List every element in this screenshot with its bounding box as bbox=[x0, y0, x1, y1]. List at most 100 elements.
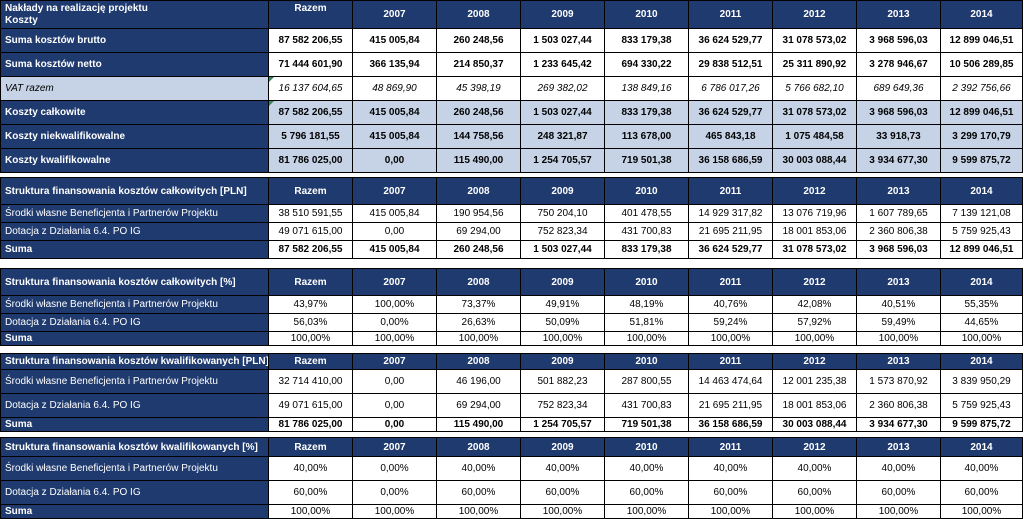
column-header-year: 2012 bbox=[772, 353, 857, 370]
table-cell: 100,00% bbox=[268, 504, 353, 519]
column-header-year: 2007 bbox=[352, 353, 437, 370]
table-cell: 40,00% bbox=[856, 456, 941, 481]
table-cell: 40,00% bbox=[940, 456, 1023, 481]
row-label: Środki własne Beneficjenta i Partnerów P… bbox=[0, 295, 269, 314]
table-cell: 44,65% bbox=[940, 313, 1023, 332]
table-cell: 12 899 046,51 bbox=[940, 240, 1023, 259]
column-header-razem: Razem bbox=[268, 268, 353, 296]
table-cell: 100,00% bbox=[688, 331, 773, 346]
row-label: Dotacja z Działania 6.4. PO IG bbox=[0, 480, 269, 505]
table-cell: 5 759 925,43 bbox=[940, 393, 1023, 418]
column-header-year: 2012 bbox=[772, 0, 857, 29]
table-cell: 45 398,19 bbox=[436, 76, 521, 101]
table-cell: 59,24% bbox=[688, 313, 773, 332]
table-cell: 3 968 596,03 bbox=[856, 28, 941, 53]
table-cell: 40,00% bbox=[520, 456, 605, 481]
table-cell: 40,00% bbox=[268, 456, 353, 481]
table-cell: 415 005,84 bbox=[352, 100, 437, 125]
table-cell: 48 869,90 bbox=[352, 76, 437, 101]
column-header-year: 2011 bbox=[688, 177, 773, 205]
table-cell: 57,92% bbox=[772, 313, 857, 332]
table-cell: 42,08% bbox=[772, 295, 857, 314]
table-cell: 100,00% bbox=[772, 504, 857, 519]
column-header-year: 2009 bbox=[520, 177, 605, 205]
column-header-razem: Razem bbox=[268, 437, 353, 457]
table-cell: 260 248,56 bbox=[436, 240, 521, 259]
column-header-year: 2014 bbox=[940, 353, 1023, 370]
row-label: Suma kosztów brutto bbox=[0, 28, 269, 53]
column-header-year: 2008 bbox=[436, 0, 521, 29]
table-cell: 719 501,38 bbox=[604, 148, 689, 173]
table-cell: 3 934 677,30 bbox=[856, 148, 941, 173]
table-cell: 60,00% bbox=[688, 480, 773, 505]
table-cell: 750 204,10 bbox=[520, 204, 605, 223]
table-cell: 60,00% bbox=[856, 480, 941, 505]
table-cell: 36 158 686,59 bbox=[688, 148, 773, 173]
table-cell: 3 968 596,03 bbox=[856, 100, 941, 125]
table-cell: 36 624 529,77 bbox=[688, 100, 773, 125]
table-row: Suma 87 582 206,55 415 005,84 260 248,56… bbox=[0, 240, 1023, 259]
table-cell: 366 135,94 bbox=[352, 52, 437, 77]
table-cell: 40,51% bbox=[856, 295, 941, 314]
table-cell: 71 444 601,90 bbox=[268, 52, 353, 77]
table-cell: 87 582 206,55 bbox=[268, 28, 353, 53]
row-label: Dotacja z Działania 6.4. PO IG bbox=[0, 393, 269, 418]
table-cell: 60,00% bbox=[940, 480, 1023, 505]
table-cell: 752 823,34 bbox=[520, 222, 605, 241]
table-cell: 100,00% bbox=[940, 504, 1023, 519]
table-cell: 12 001 235,38 bbox=[772, 369, 857, 394]
table-cell: 43,97% bbox=[268, 295, 353, 314]
table-cell: 1 233 645,42 bbox=[520, 52, 605, 77]
table-cell: 0,00 bbox=[352, 369, 437, 394]
table-cell: 51,81% bbox=[604, 313, 689, 332]
column-header-year: 2009 bbox=[520, 0, 605, 29]
column-header-year: 2009 bbox=[520, 437, 605, 457]
table-cell: 113 678,00 bbox=[604, 124, 689, 149]
table-cell: 465 843,18 bbox=[688, 124, 773, 149]
table-cell: 0,00 bbox=[352, 222, 437, 241]
table-row: Suma kosztów netto 71 444 601,90 366 135… bbox=[0, 52, 1023, 77]
table-cell: 100,00% bbox=[604, 504, 689, 519]
table-cell: 3 839 950,29 bbox=[940, 369, 1023, 394]
table-cell: 214 850,37 bbox=[436, 52, 521, 77]
column-header-year: 2012 bbox=[772, 177, 857, 205]
table-cell: 21 695 211,95 bbox=[688, 222, 773, 241]
table-cell: 415 005,84 bbox=[352, 28, 437, 53]
table-cell: 0,00% bbox=[352, 456, 437, 481]
column-header-year: 2014 bbox=[940, 437, 1023, 457]
table-cell: 100,00% bbox=[268, 331, 353, 346]
table-cell: 7 139 121,08 bbox=[940, 204, 1023, 223]
table-cell: 49 071 615,00 bbox=[268, 222, 353, 241]
table-cell: 9 599 875,72 bbox=[940, 417, 1023, 432]
table-cell: 401 478,55 bbox=[604, 204, 689, 223]
table-cell: 2 360 806,38 bbox=[856, 393, 941, 418]
table-cell: 0,00 bbox=[352, 393, 437, 418]
row-label: Środki własne Beneficjenta i Partnerów P… bbox=[0, 204, 269, 223]
table-cell: 46 196,00 bbox=[436, 369, 521, 394]
table-cell: 3 934 677,30 bbox=[856, 417, 941, 432]
table-cell: 14 463 474,64 bbox=[688, 369, 773, 394]
column-header-year: 2008 bbox=[436, 353, 521, 370]
table-cell: 138 849,16 bbox=[604, 76, 689, 101]
table-row: Dotacja z Działania 6.4. PO IG 56,03% 0,… bbox=[0, 313, 1023, 332]
table-cell: 833 179,38 bbox=[604, 28, 689, 53]
column-header-year: 2013 bbox=[856, 353, 941, 370]
table-cell: 431 700,83 bbox=[604, 393, 689, 418]
table-cell: 60,00% bbox=[436, 480, 521, 505]
table-cell: 100,00% bbox=[436, 331, 521, 346]
table-cell: 752 823,34 bbox=[520, 393, 605, 418]
table-cell: 260 248,56 bbox=[436, 100, 521, 125]
table-row: Suma 81 786 025,00 0,00 115 490,00 1 254… bbox=[0, 417, 1023, 432]
column-header-year: 2007 bbox=[352, 437, 437, 457]
table-cell: 30 003 088,44 bbox=[772, 417, 857, 432]
table-cell: 260 248,56 bbox=[436, 28, 521, 53]
table-row: Suma 100,00% 100,00% 100,00% 100,00% 100… bbox=[0, 504, 1023, 519]
table-cell: 13 076 719,96 bbox=[772, 204, 857, 223]
table-cell: 100,00% bbox=[520, 331, 605, 346]
table-cell: 100,00% bbox=[352, 331, 437, 346]
table-cell: 0,00% bbox=[352, 313, 437, 332]
table-cell: 833 179,38 bbox=[604, 240, 689, 259]
table-cell: 6 786 017,26 bbox=[688, 76, 773, 101]
table-cell: 87 582 206,55 bbox=[268, 240, 353, 259]
column-header-year: 2011 bbox=[688, 0, 773, 29]
